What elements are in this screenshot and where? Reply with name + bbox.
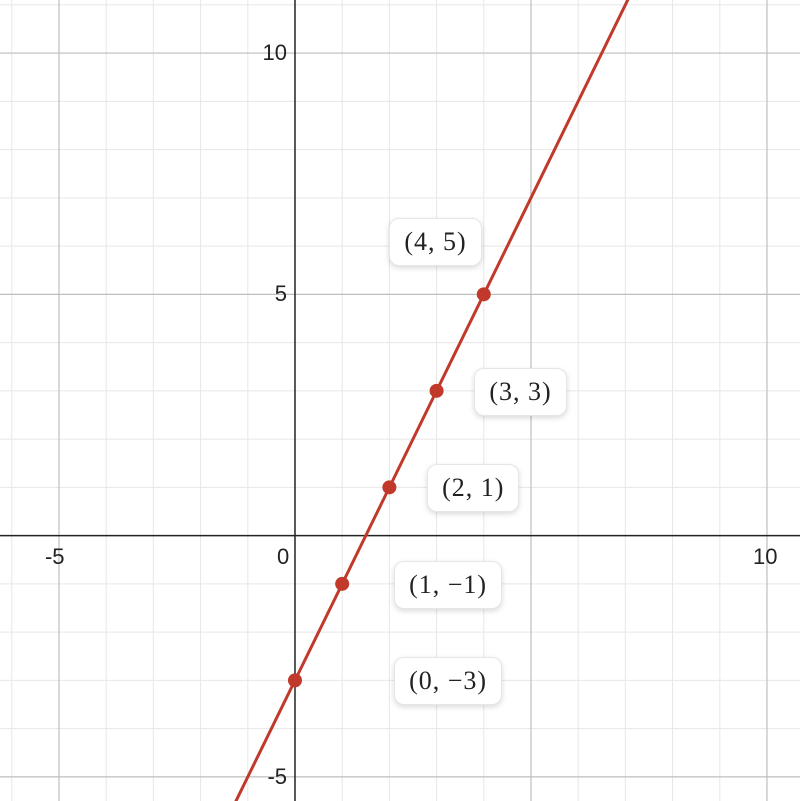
x-tick-label: 0 <box>277 544 289 570</box>
point-label: (0, −3) <box>394 657 502 705</box>
y-tick-label: 5 <box>275 281 287 307</box>
y-tick-label: -5 <box>267 764 287 790</box>
point-label: (3, 3) <box>474 368 566 416</box>
x-tick-label: 10 <box>753 544 777 570</box>
point-label: (2, 1) <box>427 464 519 512</box>
x-tick-label: -5 <box>45 544 65 570</box>
point-label: (4, 5) <box>389 218 481 266</box>
point-label: (1, −1) <box>394 561 502 609</box>
y-tick-label: 10 <box>263 40 287 66</box>
coordinate-plane-chart: -5 0 10 -5 5 10 (0, −3) (1, −1) (2, 1) (3, 3) (4, … <box>0 0 800 801</box>
